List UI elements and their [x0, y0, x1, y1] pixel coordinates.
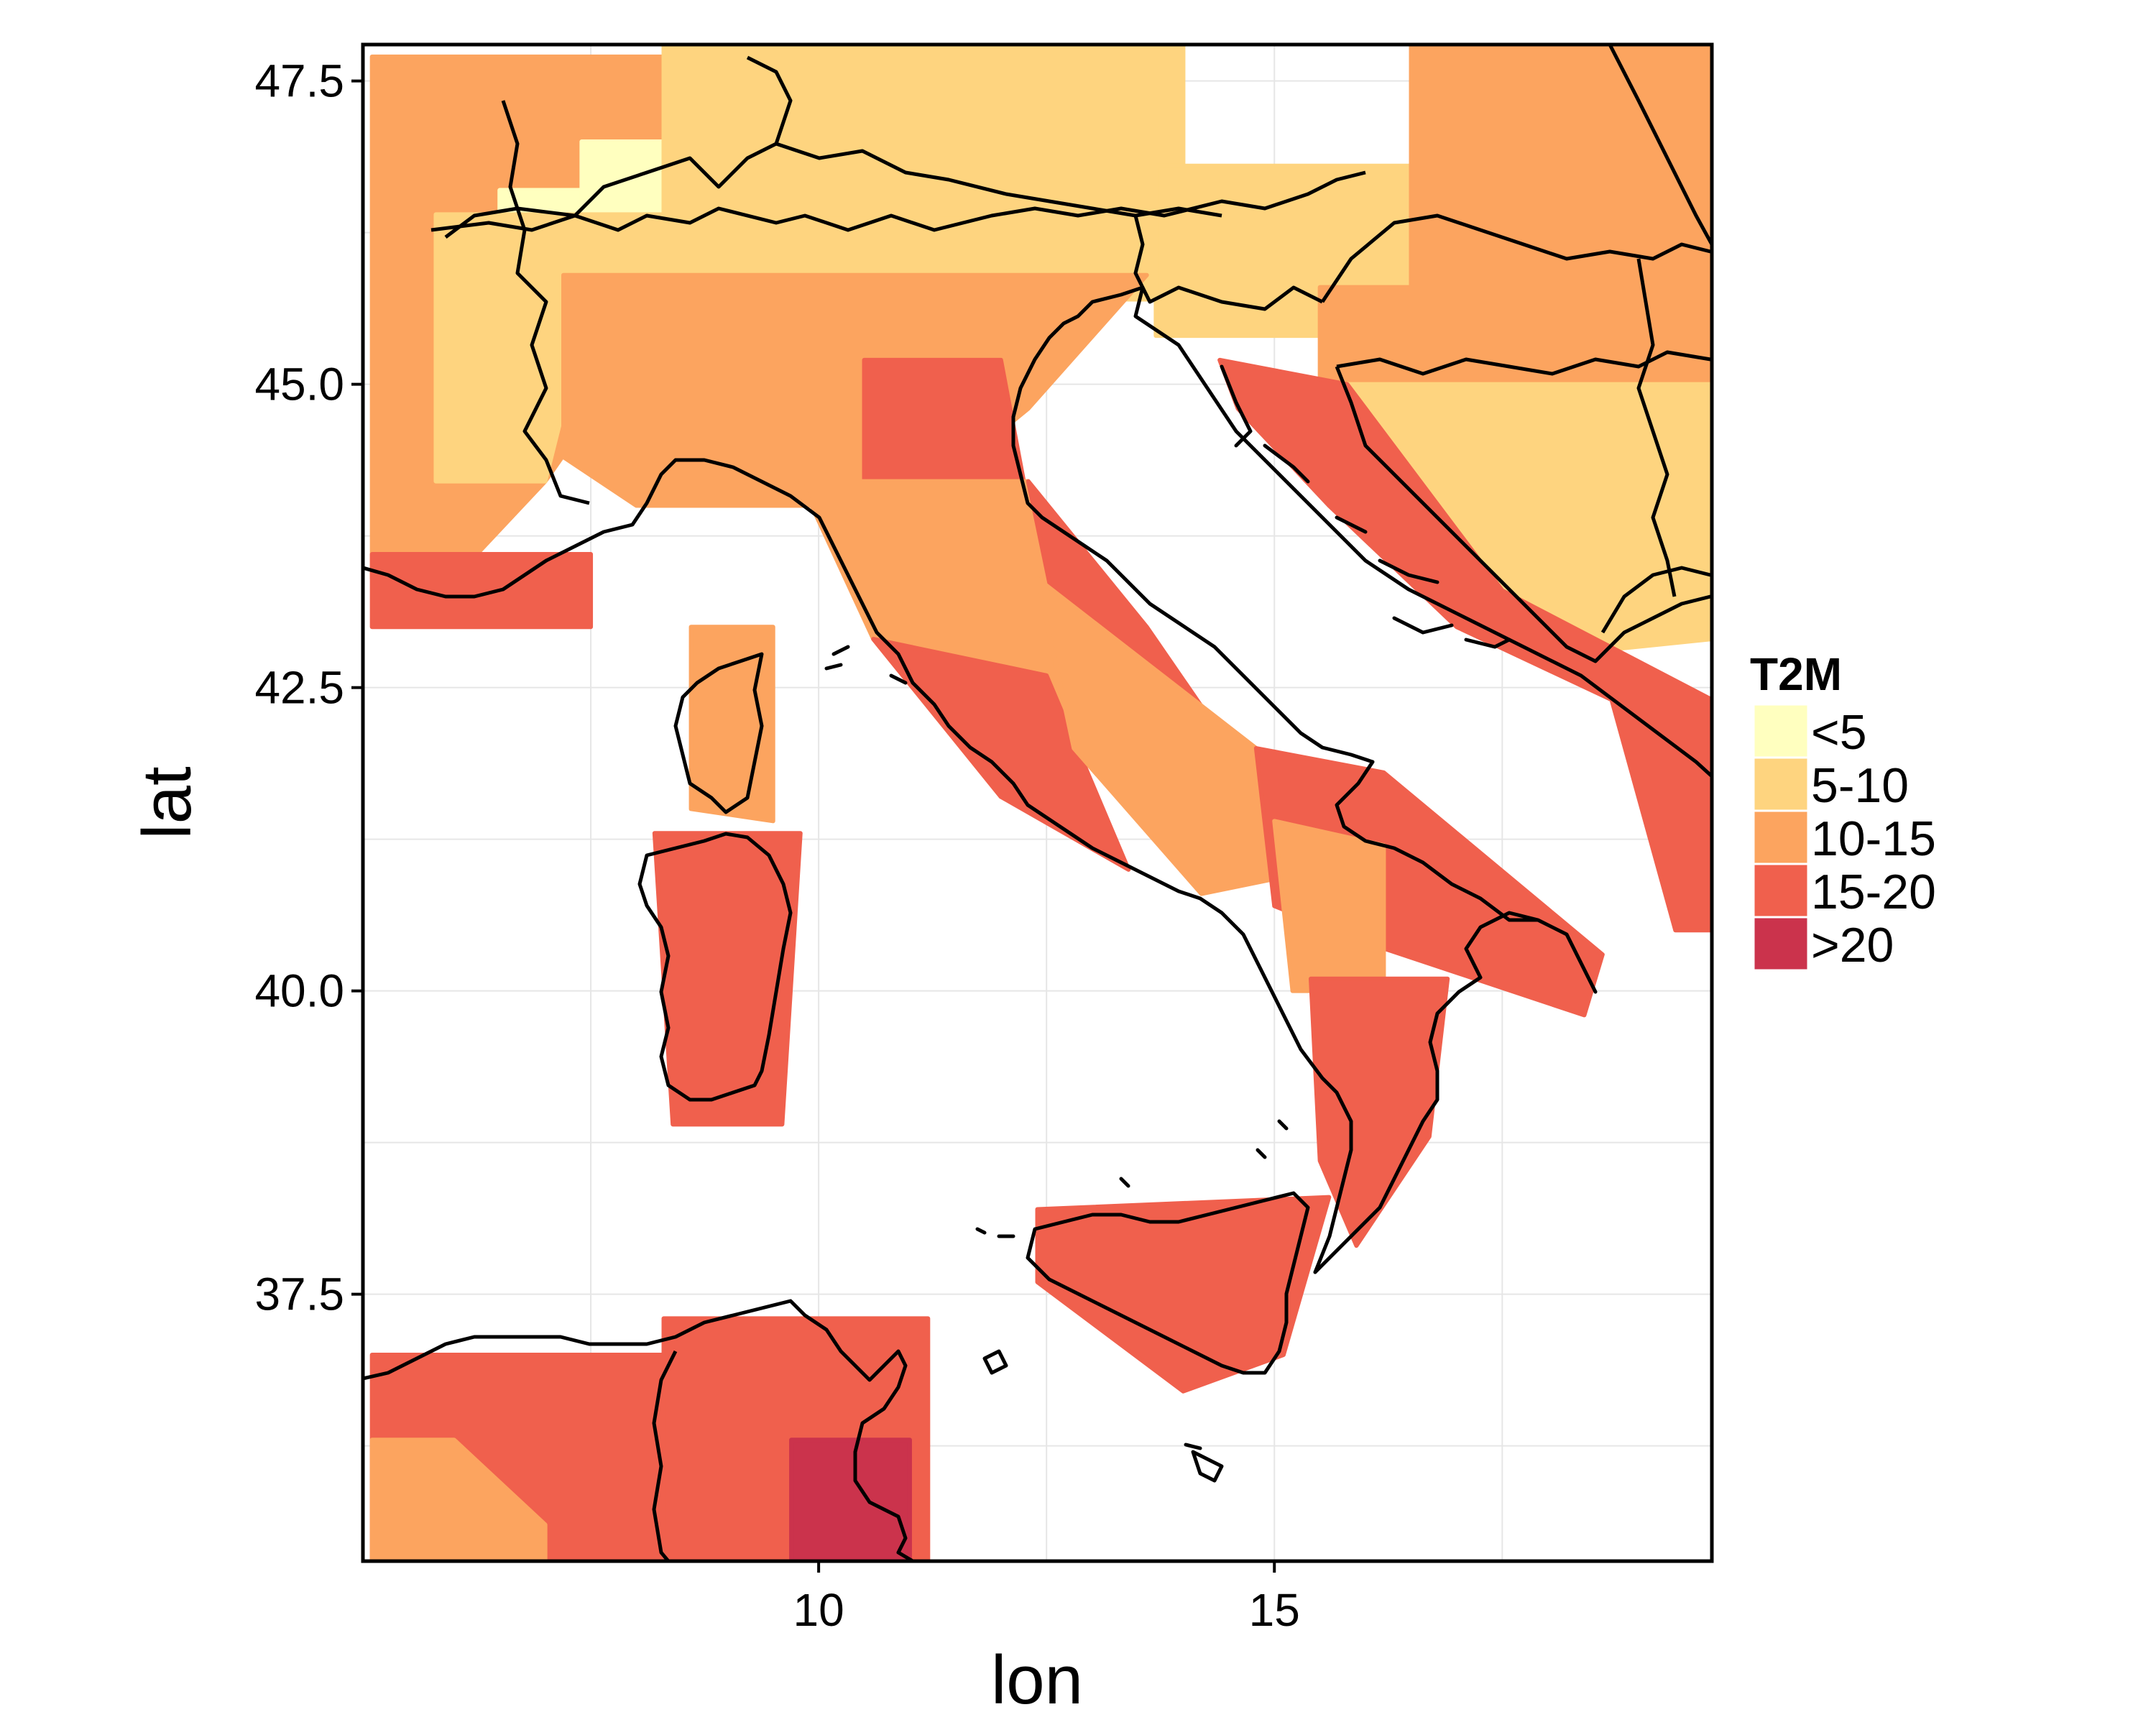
raster-region [369, 551, 594, 630]
raster-region [1409, 45, 1712, 290]
temperature-raster [369, 45, 1712, 1561]
raster-region [369, 1438, 548, 1561]
coastlines-and-borders [363, 45, 1712, 1561]
north-africa-coastline [363, 1299, 915, 1561]
montenegro-border [1600, 566, 1711, 634]
raster-region [1317, 285, 1712, 411]
legend-swatch [1752, 916, 1810, 972]
bosnia-north-border [1336, 350, 1711, 376]
raster-region [1253, 746, 1605, 1018]
croatia-hungary-border [1320, 213, 1711, 303]
legend-swatch [1752, 809, 1810, 865]
pantelleria-island [982, 1349, 1008, 1375]
italy-france-coastline [363, 458, 1353, 1274]
legend-label: 10-15 [1811, 811, 1936, 866]
lampedusa-island [1184, 1443, 1202, 1450]
y-axis-title: lat [129, 766, 206, 839]
legend-label: >20 [1811, 918, 1894, 972]
raster-region [661, 45, 1186, 229]
legend-title: T2M [1750, 648, 1842, 700]
legend-swatch [1752, 703, 1810, 759]
adriatic-west-coastline [1011, 285, 1712, 1274]
sardinia-coastline [637, 832, 793, 1102]
hungary-diagonal-border [1608, 45, 1712, 246]
slovenia-border [1133, 215, 1324, 311]
sicily-coastline [1026, 1191, 1310, 1375]
malta-island [1191, 1450, 1224, 1483]
x-tick-label: 10 [793, 1584, 844, 1636]
plot-panel-border [361, 42, 1714, 1563]
corsica-coastline [673, 652, 764, 814]
x-tick-label: 15 [1249, 1584, 1300, 1636]
legend-swatch [1752, 756, 1810, 812]
raster-region [871, 637, 1131, 872]
y-tick-label: 42.5 [254, 662, 344, 714]
y-tick-label: 47.5 [254, 55, 344, 107]
switzerland-border [444, 55, 793, 239]
egadi-islands [975, 1227, 1015, 1238]
x-axis: 10 15 [793, 1561, 1300, 1636]
y-tick-label: 45.0 [254, 359, 344, 410]
raster-region [1035, 576, 1322, 896]
legend-swatch [1752, 862, 1810, 919]
x-axis-title: lon [991, 1642, 1083, 1719]
legend-label: 5-10 [1811, 758, 1909, 813]
alps-border-line [430, 170, 1366, 232]
tuscan-islands [824, 645, 908, 685]
austria-border [775, 142, 1222, 218]
algeria-tunisia-border [652, 1350, 678, 1561]
raster-region [789, 1438, 912, 1561]
y-axis: 37.5 40.0 42.5 45.0 47.5 [254, 55, 363, 1320]
legend-label: <5 [1811, 705, 1867, 760]
dalmatian-islands [1220, 364, 1511, 649]
y-tick-label: 40.0 [254, 965, 344, 1017]
aeolian-islands [1119, 1119, 1289, 1188]
y-tick-label: 37.5 [254, 1269, 344, 1320]
legend-label: 15-20 [1811, 865, 1936, 919]
bosnia-border [1335, 366, 1711, 663]
serbia-border [1636, 258, 1677, 597]
raster-region [1272, 819, 1386, 993]
france-italy-border [501, 100, 590, 505]
